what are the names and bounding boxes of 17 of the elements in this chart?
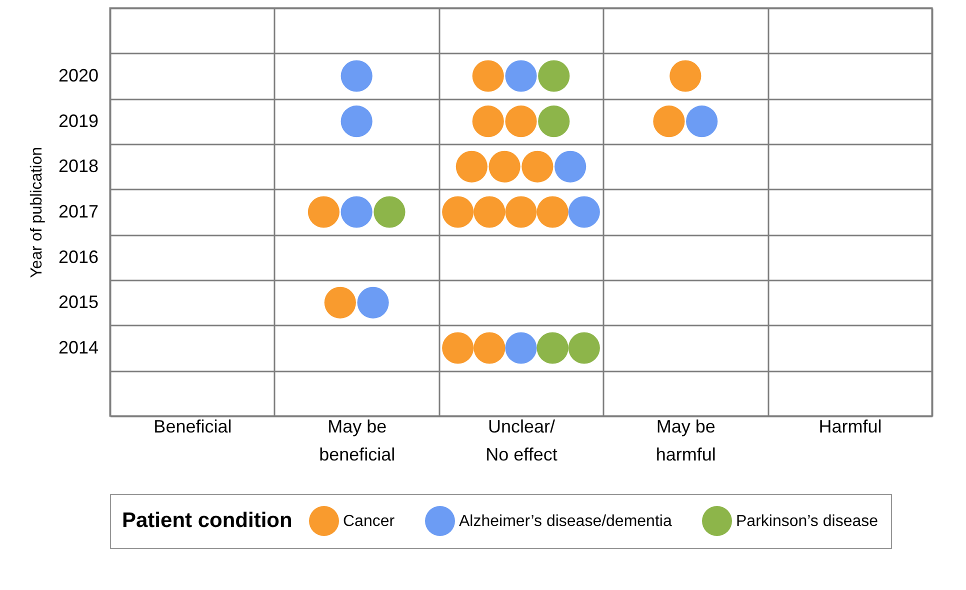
y-tick-label: 2019	[58, 110, 98, 131]
legend-title: Patient condition	[122, 509, 292, 532]
y-tick-label: 2017	[58, 202, 98, 222]
y-tick-label: 2016	[58, 246, 98, 267]
y-tick-label: 2018	[58, 156, 98, 176]
legend-label: Alzheimer’s disease/dementia	[459, 513, 672, 530]
y-tick-label: 2015	[58, 292, 98, 312]
x-tick-label: Harmful	[818, 416, 882, 436]
x-tick-label: Unclear/ No effect	[486, 416, 558, 464]
y-tick-label: 2020	[58, 66, 98, 86]
y-axis-title: Year of publication	[28, 146, 46, 278]
x-tick-label: May be harmful	[656, 416, 716, 464]
legend-label: Cancer	[343, 513, 396, 530]
x-tick-label: Beneficial	[154, 416, 232, 436]
y-tick-label: 2014	[58, 338, 98, 358]
legend-label: Parkinson’s disease	[736, 513, 878, 530]
x-tick-label: May be beneficial	[319, 416, 396, 464]
